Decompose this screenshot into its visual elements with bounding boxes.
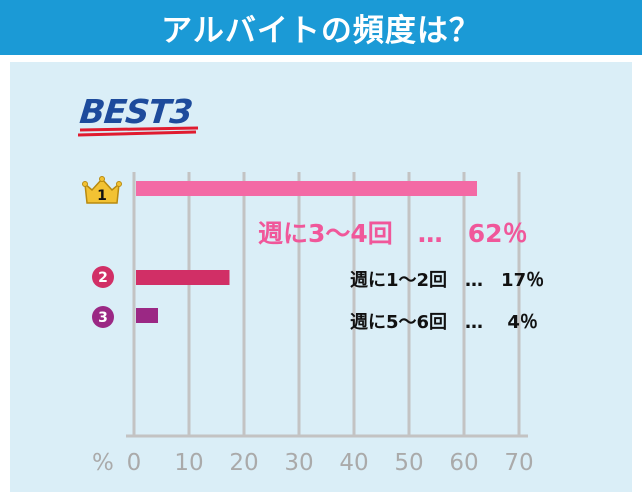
bar-rank-2 — [136, 270, 230, 285]
rank-2-number: 2 — [98, 270, 108, 286]
x-tick-label: 30 — [284, 450, 314, 476]
bar-rank-3 — [136, 308, 158, 323]
rank-2-badge: 2 — [92, 266, 114, 288]
x-axis-unit-label: % — [92, 450, 114, 476]
crown-icon: 1 — [82, 176, 122, 204]
x-tick-label: 0 — [126, 450, 142, 476]
x-tick-label: 10 — [174, 450, 204, 476]
rank-3-badge: 3 — [92, 306, 114, 328]
data-label-rank-1: 週に3～4回 … 62％ — [258, 219, 528, 248]
title-bar: アルバイトの頻度は？ — [0, 0, 642, 55]
x-tick-label: 70 — [504, 450, 534, 476]
data-label-rank-2: 週に1～2回 … 17％ — [350, 270, 545, 291]
x-tick-label: 40 — [339, 450, 369, 476]
chart-title: アルバイトの頻度は？ — [161, 13, 481, 49]
x-tick-label: 50 — [394, 450, 424, 476]
grid-lines — [126, 172, 528, 438]
rank-3-number: 3 — [98, 310, 108, 326]
bar-rank-1 — [136, 181, 477, 196]
x-tick-label: 20 — [229, 450, 259, 476]
data-label-rank-3: 週に5～6回 … 4％ — [350, 312, 538, 333]
best-underline — [78, 126, 199, 137]
x-tick-label: 60 — [449, 450, 479, 476]
rank-1-number: 1 — [97, 188, 107, 204]
best-badge: BEST3 — [78, 92, 199, 137]
bars — [136, 181, 477, 323]
